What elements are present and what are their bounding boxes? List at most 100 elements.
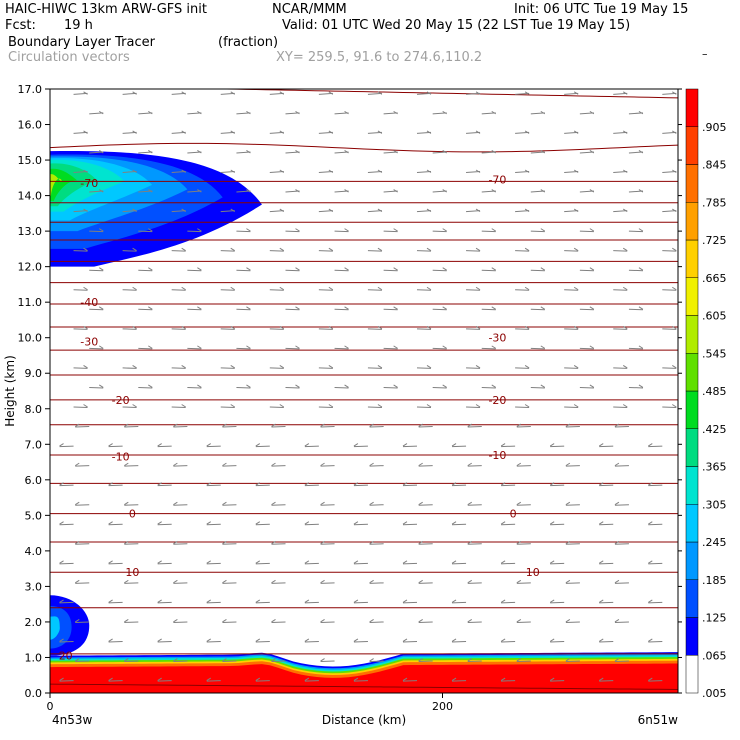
circulation-vector bbox=[628, 151, 643, 154]
vector-head bbox=[573, 286, 579, 291]
vector-head bbox=[491, 384, 497, 388]
circulation-vector bbox=[108, 484, 123, 487]
circulation-vector bbox=[402, 640, 418, 643]
circulation-vector bbox=[466, 131, 481, 134]
circulation-vector bbox=[501, 484, 516, 487]
vector-head bbox=[377, 286, 383, 291]
vector-head bbox=[173, 501, 178, 506]
circulation-vector bbox=[75, 465, 90, 467]
vector-head bbox=[108, 638, 113, 642]
vector-head bbox=[377, 404, 383, 408]
circulation-vector bbox=[108, 445, 123, 448]
vector-head bbox=[393, 345, 398, 349]
vector-head bbox=[426, 286, 432, 291]
circulation-vector bbox=[383, 190, 398, 193]
vector-head bbox=[328, 404, 334, 408]
circulation-vector bbox=[318, 131, 333, 134]
circulation-vector bbox=[369, 504, 384, 506]
vector-head bbox=[418, 579, 423, 584]
circulation-vector bbox=[171, 328, 186, 330]
circulation-vector bbox=[628, 269, 643, 272]
circulation-vector bbox=[367, 250, 382, 252]
colorbar: .005 .065 .125 .185 .245 .305 .365 .425 .485 .545… bbox=[685, 47, 727, 700]
circulation-vector bbox=[220, 328, 235, 330]
circulation-vector bbox=[222, 543, 237, 545]
vector-head bbox=[426, 130, 432, 134]
circulation-vector bbox=[173, 621, 188, 623]
colorbar-label: .245 bbox=[702, 536, 727, 549]
vector-head bbox=[295, 306, 300, 310]
vector-head bbox=[589, 345, 595, 349]
vector-head bbox=[279, 208, 285, 213]
vector-head bbox=[132, 208, 137, 213]
contour-label: 0 bbox=[510, 508, 517, 521]
vector-head bbox=[549, 599, 555, 603]
circulation-vector bbox=[467, 465, 482, 467]
circulation-vector bbox=[565, 465, 580, 467]
vector-head bbox=[157, 560, 162, 564]
vector-head bbox=[475, 130, 481, 134]
vector-head bbox=[402, 677, 408, 681]
vector-head bbox=[451, 482, 457, 486]
circulation-vector bbox=[648, 523, 663, 526]
vector-head bbox=[132, 286, 137, 291]
circulation-vector bbox=[416, 170, 432, 173]
colorbar-swatch bbox=[685, 428, 699, 467]
vector-head bbox=[320, 423, 325, 427]
circulation-vector bbox=[269, 210, 284, 213]
vector-head bbox=[598, 638, 604, 642]
circulation-vector bbox=[73, 131, 88, 134]
colorbar-swatch bbox=[685, 164, 699, 203]
vector-head bbox=[598, 677, 604, 681]
vector-head bbox=[173, 619, 178, 623]
circulation-vector bbox=[628, 308, 643, 311]
vector-head bbox=[344, 150, 349, 154]
vector-head bbox=[573, 325, 579, 330]
vector-head bbox=[279, 286, 285, 291]
vector-head bbox=[442, 110, 447, 115]
circulation-vector bbox=[285, 112, 300, 115]
vector-head bbox=[402, 599, 408, 603]
circulation-vector bbox=[579, 151, 594, 154]
circulation-vector bbox=[353, 680, 368, 682]
circulation-vector bbox=[206, 523, 221, 526]
circulation-vector bbox=[124, 582, 139, 584]
vector-head bbox=[638, 306, 644, 310]
vector-head bbox=[206, 521, 212, 525]
circulation-vector bbox=[418, 426, 433, 428]
vector-head bbox=[638, 110, 644, 115]
circulation-vector bbox=[648, 680, 663, 682]
vector-head bbox=[549, 521, 555, 525]
circulation-vector bbox=[255, 523, 270, 526]
circulation-vector bbox=[271, 660, 286, 663]
vector-head bbox=[565, 501, 571, 506]
vector-head bbox=[304, 443, 310, 447]
vector-head bbox=[426, 247, 432, 252]
circulation-vector bbox=[138, 269, 153, 272]
circulation-vector bbox=[122, 328, 137, 330]
y-tick-label: 15.0 bbox=[18, 154, 43, 167]
vector-head bbox=[638, 384, 644, 388]
y-axis: 0.0 1.0 2.0 3.0 4.0 5.0 6.0 7.0 8.0 9.0 10.0 11.0 12… bbox=[18, 83, 682, 700]
vector-head bbox=[295, 189, 300, 193]
vector-head bbox=[589, 228, 595, 232]
circulation-vector bbox=[269, 92, 284, 95]
circulation-vector bbox=[236, 230, 251, 233]
vector-head bbox=[402, 560, 408, 564]
vector-head bbox=[573, 130, 579, 134]
vector-head bbox=[540, 345, 546, 349]
circulation-vector bbox=[353, 445, 368, 448]
vector-head bbox=[402, 482, 408, 486]
circulation-vector bbox=[73, 328, 88, 330]
vector-head bbox=[353, 638, 359, 642]
circulation-vector bbox=[89, 347, 104, 350]
vector-head bbox=[393, 306, 398, 310]
circulation-vector bbox=[73, 210, 88, 213]
vector-head bbox=[672, 130, 677, 134]
vector-head bbox=[197, 189, 202, 193]
vector-head bbox=[181, 404, 186, 408]
circulation-vector bbox=[467, 426, 482, 428]
circulation-vector bbox=[501, 640, 516, 643]
vector-head bbox=[328, 91, 334, 95]
vector-head bbox=[181, 247, 186, 252]
